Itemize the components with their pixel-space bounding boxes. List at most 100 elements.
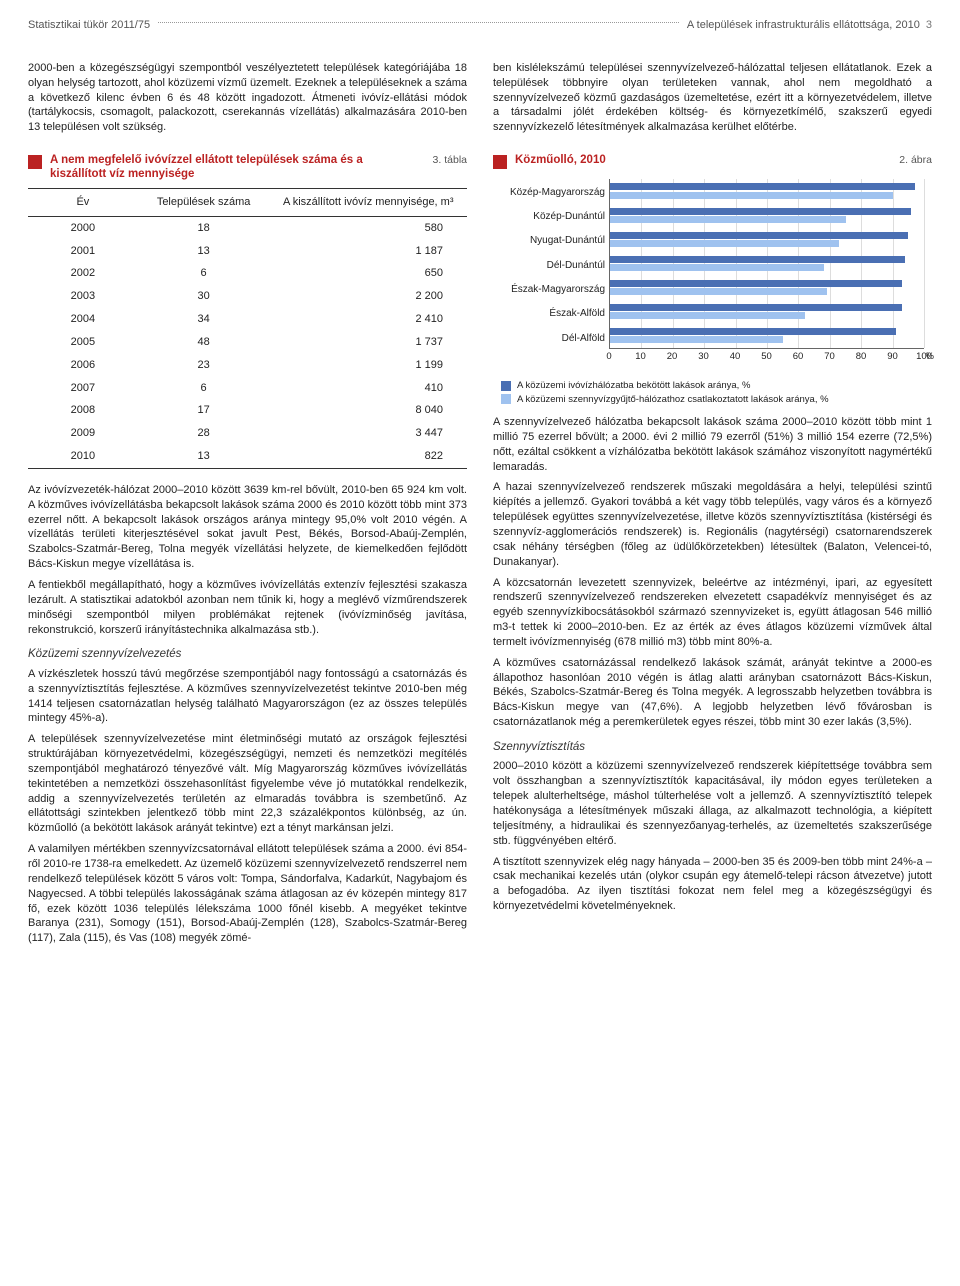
table-row: 2009283 447 bbox=[28, 422, 467, 445]
th-qty: A kiszállított ivóvíz mennyisége, m³ bbox=[269, 188, 467, 216]
chart-bar-series-b bbox=[610, 264, 824, 271]
right-para-2: A szennyvízelvezeő hálózatba bekapcsolt … bbox=[493, 415, 932, 474]
table-header-row: A nem megfelelő ivóvízzel ellátott telep… bbox=[28, 153, 467, 182]
left-para-3: A fentiekből megállapítható, hogy a közm… bbox=[28, 578, 467, 637]
cell-count: 13 bbox=[138, 240, 270, 263]
cell-qty: 580 bbox=[269, 216, 467, 239]
chart-pct-symbol: % bbox=[926, 351, 934, 364]
chart-xtick-label: 60 bbox=[793, 351, 804, 364]
chart-category-label: Észak-Magyarország bbox=[495, 283, 605, 297]
table-row: 200018580 bbox=[28, 216, 467, 239]
chart-xtick-label: 40 bbox=[730, 351, 741, 364]
cell-year: 2003 bbox=[28, 285, 138, 308]
header-dots bbox=[158, 22, 679, 23]
cell-count: 30 bbox=[138, 285, 270, 308]
bar-chart: 0102030405060708090100 % A közüzemi ivóv… bbox=[493, 175, 932, 405]
chart-bar-series-b bbox=[610, 336, 783, 343]
chart-xtick-label: 30 bbox=[698, 351, 709, 364]
chart-bar-series-a bbox=[610, 208, 911, 215]
chart-bar-series-a bbox=[610, 183, 915, 190]
table-row: 2003302 200 bbox=[28, 285, 467, 308]
right-para-1: ben kislélekszámú települései szennyvíze… bbox=[493, 61, 932, 135]
chart-xtick-label: 10 bbox=[635, 351, 646, 364]
header-left: Statisztikai tükör 2011/75 bbox=[28, 18, 150, 33]
th-year: Év bbox=[28, 188, 138, 216]
chart-xticks: 0102030405060708090100 bbox=[609, 351, 924, 365]
left-para-5: A települések szennyvízelvezetése mint é… bbox=[28, 732, 467, 836]
chart-bar-series-a bbox=[610, 280, 902, 287]
right-para-3: A hazai szennyvízelvezeő rendszerek műsz… bbox=[493, 480, 932, 569]
table-title: A nem megfelelő ivóvízzel ellátott telep… bbox=[50, 153, 404, 182]
table-row: 2006231 199 bbox=[28, 354, 467, 377]
chart-marker-icon bbox=[493, 155, 507, 169]
right-column: ben kislélekszámú települései szennyvíze… bbox=[493, 61, 932, 952]
cell-qty: 410 bbox=[269, 377, 467, 400]
chart-xtick-label: 70 bbox=[824, 351, 835, 364]
chart-header-row: Közműolló, 2010 2. ábra bbox=[493, 153, 932, 169]
right-para-4: A közcsatornán levezetett szennyvizek, b… bbox=[493, 576, 932, 650]
legend-swatch-b bbox=[501, 394, 511, 404]
legend-label-b: A közüzemi szennyvízgyűjtő-hálózathoz cs… bbox=[517, 394, 829, 405]
chart-xtick-label: 90 bbox=[887, 351, 898, 364]
cell-year: 2005 bbox=[28, 331, 138, 354]
chart-category-label: Nyugat-Dunántúl bbox=[495, 234, 605, 248]
chart-bar-series-a bbox=[610, 328, 896, 335]
chart-xtick-label: 0 bbox=[606, 351, 611, 364]
cell-qty: 8 040 bbox=[269, 399, 467, 422]
th-count: Települések száma bbox=[138, 188, 270, 216]
table-row: 20076410 bbox=[28, 377, 467, 400]
table-row: 201013822 bbox=[28, 445, 467, 468]
right-para-6: 2000–2010 között a közüzemi szennyvízelv… bbox=[493, 759, 932, 848]
right-para-5: A közműves csatornázással rendelkező lak… bbox=[493, 656, 932, 730]
cell-count: 34 bbox=[138, 308, 270, 331]
chart-bar-series-b bbox=[610, 240, 839, 247]
table-label: 3. tábla bbox=[412, 153, 467, 167]
chart-plot-area bbox=[609, 179, 924, 349]
chart-bar-series-a bbox=[610, 256, 905, 263]
cell-year: 2008 bbox=[28, 399, 138, 422]
table-row: 2008178 040 bbox=[28, 399, 467, 422]
cell-qty: 2 410 bbox=[269, 308, 467, 331]
chart-category-label: Dél-Dunántúl bbox=[495, 259, 605, 273]
cell-qty: 2 200 bbox=[269, 285, 467, 308]
left-column: 2000-ben a közegészségügyi szempontból v… bbox=[28, 61, 467, 952]
cell-year: 2010 bbox=[28, 445, 138, 468]
legend-swatch-a bbox=[501, 381, 511, 391]
left-para-4: A vízkészletek hosszú távú megőrzése sze… bbox=[28, 667, 467, 726]
chart-bar-series-b bbox=[610, 312, 805, 319]
chart-bar-series-b bbox=[610, 288, 827, 295]
content-columns: 2000-ben a közegészségügyi szempontból v… bbox=[28, 61, 932, 952]
cell-count: 6 bbox=[138, 262, 270, 285]
table-row: 2001131 187 bbox=[28, 240, 467, 263]
page-number: 3 bbox=[926, 18, 932, 33]
right-subhead-1: Szennyvíztisztítás bbox=[493, 740, 932, 756]
cell-qty: 1 187 bbox=[269, 240, 467, 263]
cell-count: 28 bbox=[138, 422, 270, 445]
cell-count: 18 bbox=[138, 216, 270, 239]
chart-xtick-label: 80 bbox=[856, 351, 867, 364]
cell-count: 6 bbox=[138, 377, 270, 400]
chart-bar-series-a bbox=[610, 232, 908, 239]
cell-qty: 822 bbox=[269, 445, 467, 468]
cell-year: 2002 bbox=[28, 262, 138, 285]
left-para-1: 2000-ben a közegészségügyi szempontból v… bbox=[28, 61, 467, 135]
chart-xtick-label: 50 bbox=[761, 351, 772, 364]
chart-xtick-label: 20 bbox=[667, 351, 678, 364]
cell-year: 2007 bbox=[28, 377, 138, 400]
cell-count: 23 bbox=[138, 354, 270, 377]
cell-year: 2004 bbox=[28, 308, 138, 331]
table-row: 2004342 410 bbox=[28, 308, 467, 331]
chart-bar-series-b bbox=[610, 192, 893, 199]
cell-qty: 1 199 bbox=[269, 354, 467, 377]
page-header: Statisztikai tükör 2011/75 A települések… bbox=[28, 18, 932, 33]
header-right: A települések infrastrukturális ellátott… bbox=[687, 18, 920, 33]
chart-category-label: Közép-Magyarország bbox=[495, 186, 605, 200]
cell-count: 13 bbox=[138, 445, 270, 468]
chart-category-label: Dél-Alföld bbox=[495, 332, 605, 346]
cell-qty: 1 737 bbox=[269, 331, 467, 354]
cell-year: 2009 bbox=[28, 422, 138, 445]
cell-count: 17 bbox=[138, 399, 270, 422]
chart-title: Közműolló, 2010 bbox=[515, 153, 869, 167]
cell-count: 48 bbox=[138, 331, 270, 354]
cell-year: 2001 bbox=[28, 240, 138, 263]
